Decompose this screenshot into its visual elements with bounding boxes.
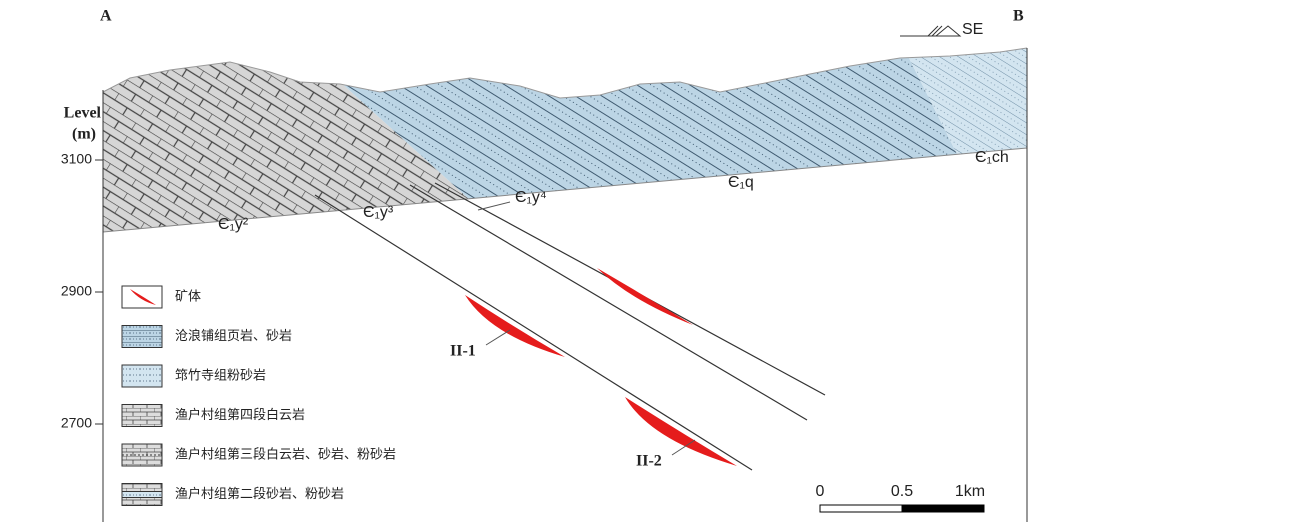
legend-label: 筇竹寺组粉砂岩 [175, 368, 266, 384]
legend-label: 渔户村组第二段砂岩、粉砂岩 [175, 486, 344, 502]
formation-label: Є₁ch [975, 149, 1009, 166]
formation-label: Є₁y⁴ [515, 189, 547, 206]
axis-title: Level [64, 105, 102, 122]
legend-label: 渔户村组第三段白云岩、砂岩、粉砂岩 [175, 447, 396, 463]
tick-label: 2900 [61, 283, 92, 299]
legend-swatch [122, 365, 162, 387]
cross-section: A B SE Level (m) Є₁y² Є₁y³ Є₁y⁴ Є₁q Є₁ch… [0, 0, 1293, 522]
tick-label: 3100 [61, 151, 92, 167]
direction-symbol [900, 26, 960, 36]
scale-label: 0 [816, 483, 825, 500]
ore-label: II-2 [636, 453, 662, 470]
legend-label: 矿体 [175, 290, 201, 305]
tick-label: 2700 [61, 415, 92, 431]
faults [315, 183, 825, 470]
legend-swatch [122, 326, 162, 348]
legend-swatch [122, 405, 162, 427]
axis-unit: (m) [72, 126, 96, 143]
end-label: A [100, 8, 112, 25]
scale-label: 1km [955, 483, 985, 500]
scale-label: 0.5 [891, 483, 913, 500]
legend-band [122, 492, 162, 498]
formation-label: Є₁y³ [363, 204, 394, 221]
end-label: B [1013, 8, 1024, 25]
formation-label: Є₁q [728, 174, 754, 191]
scale-bar [820, 505, 984, 512]
formation-label: Є₁y² [218, 216, 249, 233]
legend-label: 沧浪铺组页岩、砂岩 [175, 328, 292, 344]
direction-label: SE [962, 21, 983, 38]
legend-label: 渔户村组第四段白云岩 [175, 407, 305, 423]
ore-label: II-1 [450, 343, 476, 360]
